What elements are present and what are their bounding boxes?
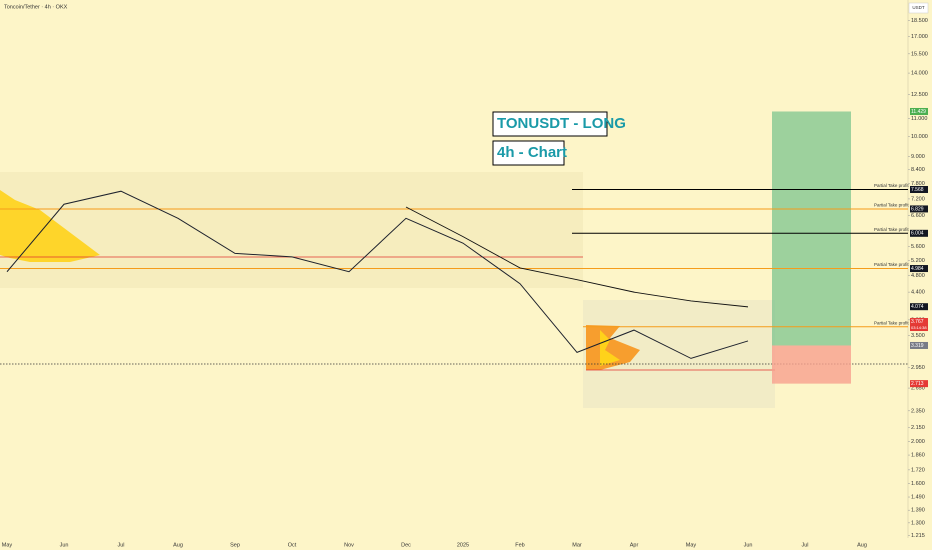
y-tick-label: 1.215 (911, 533, 925, 539)
level-note: Partial Take profit (874, 320, 909, 325)
price-badge-label: 6.829 (911, 206, 924, 212)
y-tick-label: 15.500 (911, 51, 928, 57)
entry-badge-label: 3.319 (911, 343, 924, 349)
y-tick-label: 9.000 (911, 154, 925, 160)
x-tick-label: Jul (801, 542, 808, 548)
x-tick-label: Jun (744, 542, 753, 548)
volume-profile (600, 330, 620, 366)
x-tick-label: Mar (572, 542, 582, 548)
x-tick-label: 2025 (457, 542, 469, 548)
y-tick-label: 11.000 (911, 116, 927, 122)
price-badge-label: 4.984 (911, 266, 924, 272)
level-note: Partial Take profit (874, 183, 909, 188)
x-tick-label: Dec (401, 542, 411, 548)
y-tick-label: 18.500 (911, 18, 928, 24)
y-tick-label: 1.490 (911, 494, 925, 500)
y-tick-label: 8.400 (911, 167, 925, 173)
annotation-box (492, 111, 608, 137)
annotation-box (492, 140, 565, 166)
countdown: 03:14:38 (911, 325, 927, 330)
y-tick-label: 14.000 (911, 71, 928, 77)
y-tick-label: 1.600 (911, 481, 925, 487)
price-line (6, 190, 749, 359)
y-tick-label: 5.200 (911, 258, 925, 264)
y-tick-label: 2.950 (911, 365, 925, 371)
y-tick-label: 10.000 (911, 134, 928, 140)
moving-average (405, 206, 749, 308)
price-badge (910, 265, 928, 273)
target-zone (772, 111, 851, 346)
stop-badge (910, 380, 928, 388)
y-tick-label: 2.350 (911, 408, 925, 414)
x-tick-label: Aug (857, 542, 867, 548)
price-badge (910, 229, 928, 237)
y-tick-label: 12.500 (911, 92, 928, 98)
chart-title: Toncoin/Tether · 4h · OKX (4, 4, 68, 10)
y-tick-label: 1.300 (911, 520, 925, 526)
ma-badge (910, 303, 928, 311)
x-tick-label: Oct (288, 542, 297, 548)
x-tick-label: Nov (344, 542, 354, 548)
currency-box (908, 2, 929, 14)
volume-profile (0, 190, 100, 262)
level-note: Partial Take profit (874, 203, 909, 208)
y-tick-label: 2.650 (911, 386, 925, 392)
level-note: Partial Take profit (874, 262, 909, 267)
currency: USDT (912, 5, 925, 10)
stop-badge-label: 2.713 (911, 381, 924, 387)
y-tick-label: 7.800 (911, 181, 925, 187)
level-note: Partial Take profit (874, 227, 909, 232)
y-tick-label: 1.860 (911, 453, 925, 459)
x-tick-label: Jun (60, 542, 69, 548)
y-tick-label: 4.400 (911, 290, 925, 296)
x-tick-label: Apr (630, 542, 639, 548)
x-tick-label: May (686, 542, 697, 548)
countdown-bg (910, 325, 928, 332)
range-zone (0, 172, 583, 288)
y-tick-label: 3.500 (911, 333, 925, 339)
y-tick-label: 1.720 (911, 467, 925, 473)
volume-profile (586, 325, 640, 370)
price-badge (910, 205, 928, 213)
y-tick-label: 7.200 (911, 196, 925, 202)
annotation: 4h - Chart (497, 144, 567, 161)
x-tick-label: May (2, 542, 13, 548)
annotation: TONUSDT - LONG (497, 115, 626, 132)
ma-badge-label: 4.074 (911, 304, 924, 310)
y-tick-label: 5.600 (911, 244, 925, 250)
y-tick-label: 17.000 (911, 34, 928, 40)
target-badge-label: 11.429 (911, 109, 926, 115)
price-badge-label: 6.004 (911, 231, 924, 237)
x-tick-label: Sep (230, 542, 240, 548)
x-tick-label: Aug (173, 542, 183, 548)
stop-zone (772, 345, 851, 384)
last-price-badge-label: 3.767 (911, 319, 924, 325)
price-badge (910, 185, 928, 193)
x-tick-label: Feb (515, 542, 524, 548)
target-badge (910, 107, 928, 115)
y-tick-label: 2.150 (911, 425, 925, 431)
x-tick-label: Jul (117, 542, 124, 548)
y-tick-label: 2.000 (911, 439, 925, 445)
price-badge-label: 7.568 (911, 187, 924, 193)
y-tick-label: 4.800 (911, 273, 925, 279)
last-price-badge (910, 318, 928, 326)
entry-badge (910, 341, 928, 349)
y-tick-label: 6.600 (911, 213, 925, 219)
y-tick-label: 1.390 (911, 508, 925, 514)
